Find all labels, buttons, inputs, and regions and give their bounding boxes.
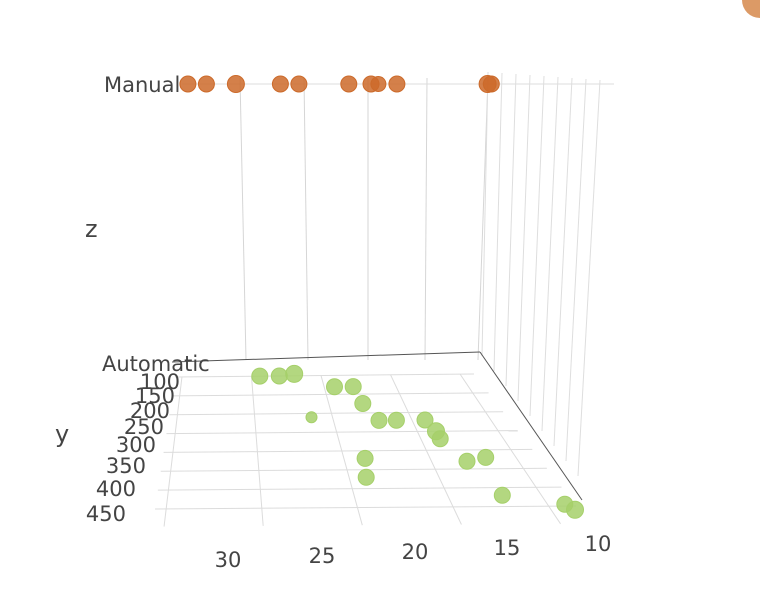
automatic-point	[416, 411, 434, 429]
x-tick-label: 15	[494, 536, 521, 560]
y-axis-title: y	[55, 420, 69, 448]
manual-point	[340, 75, 358, 93]
floor-y-gridline	[174, 373, 475, 378]
side-wall-gridline	[505, 73, 517, 387]
automatic-point	[431, 430, 449, 448]
y-tick-label: 350	[106, 454, 146, 478]
y-tick-label: 150	[135, 384, 175, 408]
manual-point	[179, 75, 197, 93]
floor-x-gridline	[320, 375, 363, 526]
grid-layer	[154, 71, 614, 527]
side-wall-gridline	[493, 72, 503, 372]
automatic-point	[305, 411, 318, 424]
automatic-point	[566, 500, 584, 519]
floor-x-gridline	[390, 374, 462, 525]
z-category-label-automatic: Automatic	[102, 352, 210, 376]
automatic-point	[326, 378, 343, 396]
floor-x-gridline	[250, 376, 264, 526]
automatic-point	[354, 395, 372, 412]
automatic-point	[477, 448, 495, 466]
back-wall-gridline	[239, 77, 247, 361]
floor-y-gridline	[172, 392, 489, 397]
automatic-point	[458, 452, 476, 470]
floor-x-gridline	[163, 376, 183, 527]
x-tick-label: 30	[215, 548, 242, 572]
z-axis-title: z	[85, 215, 98, 243]
back-wall-gridline	[477, 77, 489, 361]
x-tick-label: 25	[309, 544, 336, 568]
y-tick-label: 100	[140, 370, 180, 394]
side-wall-gridline	[565, 78, 587, 462]
automatic-point	[344, 378, 362, 396]
side-wall-gridline	[517, 74, 531, 402]
y-tick-label: 300	[116, 433, 156, 457]
automatic-point	[251, 367, 269, 385]
y-tick-label: 400	[96, 477, 136, 501]
floor-right-edge	[479, 351, 583, 501]
floor-y-gridline	[157, 486, 562, 491]
manual-point	[290, 75, 308, 93]
manual-point	[226, 75, 245, 93]
floor-y-gridline	[154, 505, 577, 510]
floor-y-gridline	[169, 411, 504, 416]
y-tick-label: 450	[86, 502, 126, 526]
floor-back-edge	[171, 351, 481, 363]
marks-layer	[179, 75, 584, 519]
side-wall-gridline	[481, 71, 489, 357]
back-wall-gridline	[303, 77, 309, 361]
automatic-point	[356, 449, 374, 467]
back-wall-gridline	[424, 77, 428, 361]
x-tick-label: 10	[585, 532, 612, 556]
side-wall-gridline	[529, 75, 545, 417]
side-wall-gridline	[577, 79, 601, 477]
automatic-point	[270, 367, 288, 385]
floor-y-gridline	[166, 430, 518, 435]
manual-point	[370, 76, 387, 92]
automatic-point	[370, 411, 388, 429]
y-tick-label: 250	[124, 415, 164, 439]
manual-point	[197, 75, 215, 93]
floor-y-gridline	[163, 448, 533, 453]
floor-y-gridline	[160, 467, 547, 472]
manual-point	[388, 75, 406, 93]
automatic-point	[387, 411, 405, 429]
z-category-label-manual: Manual	[104, 73, 180, 97]
manual-point	[271, 75, 289, 93]
x-tick-label: 20	[402, 540, 429, 564]
y-tick-label: 200	[130, 399, 170, 423]
side-wall-gridline	[541, 76, 559, 432]
side-wall-gridline	[553, 77, 573, 447]
automatic-point	[285, 364, 304, 383]
floor-x-gridline	[459, 373, 561, 525]
manual-point	[482, 75, 500, 93]
automatic-point	[357, 468, 375, 486]
automatic-point	[493, 486, 511, 504]
